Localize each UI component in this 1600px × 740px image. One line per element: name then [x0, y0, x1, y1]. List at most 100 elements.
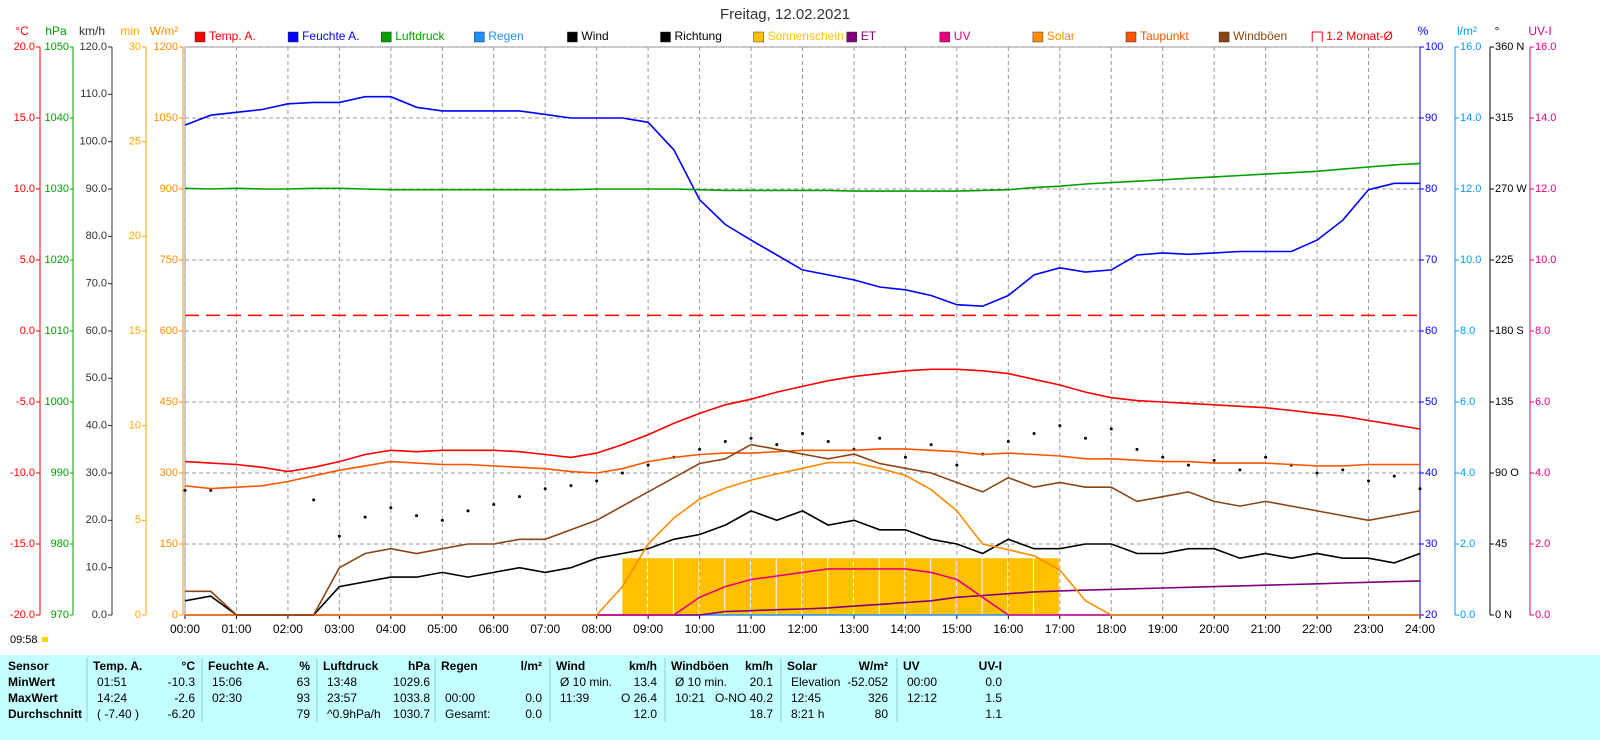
stats-cell: 18.7	[750, 707, 774, 721]
y-tick-label: 135	[1495, 396, 1513, 408]
sunshine-bar	[931, 558, 956, 615]
series-line	[185, 443, 1421, 616]
stats-cell: -10.3	[168, 675, 196, 689]
stats-cell: Ø 10 min.	[675, 675, 727, 689]
y-tick-label: 90 O	[1495, 467, 1519, 479]
y-tick-label: 40	[1425, 467, 1437, 479]
y-tick-label: -15.0	[10, 538, 35, 550]
series-line	[184, 95, 1420, 308]
y-tick-label: 150	[160, 538, 178, 550]
legend-label: Solar	[1047, 29, 1075, 43]
direction-dot	[209, 488, 213, 492]
stats-cell: Gesamt:	[445, 707, 490, 721]
legend-label: Richtung	[675, 29, 722, 43]
legend-icon	[846, 31, 857, 43]
stats-cell: 79	[297, 707, 311, 721]
stats-unit: km/h	[745, 659, 773, 673]
stats-unit: km/h	[629, 659, 657, 673]
direction-dot	[337, 534, 341, 538]
y-tick-label: 30	[129, 41, 141, 53]
stats-header: Luftdruck	[323, 659, 379, 673]
sunshine-bar	[751, 558, 776, 615]
stats-cell: 12:45	[791, 691, 821, 705]
direction-dot	[749, 436, 753, 440]
direction-dot	[878, 436, 882, 440]
legend-label: ET	[861, 29, 877, 43]
series-line	[184, 510, 1421, 616]
x-tick-label: 06:00	[479, 622, 509, 636]
stats-cell: 20.1	[750, 675, 774, 689]
y-tick-label: 980	[51, 538, 69, 550]
axis-title: UV-I	[1528, 24, 1551, 38]
sunshine-bar	[1008, 558, 1034, 615]
y-tick-label: 10.0	[86, 562, 107, 574]
y-tick-label: 1050	[154, 112, 178, 124]
stats-header: Sensor	[8, 659, 49, 673]
direction-dot	[1341, 468, 1345, 472]
chart-title: Freitag, 12.02.2021	[720, 6, 850, 23]
stats-cell: 1.5	[985, 691, 1002, 705]
sunshine-bar	[699, 558, 725, 615]
y-tick-label: 20.0	[86, 514, 107, 526]
y-tick-label: 20	[1425, 609, 1437, 621]
y-tick-label: 40.0	[86, 420, 107, 432]
sunshine-bar	[956, 558, 982, 615]
y-tick-label: 225	[1495, 254, 1513, 266]
stats-cell: -52.052	[847, 675, 888, 689]
y-tick-label: 900	[160, 183, 178, 195]
stats-cell: 1029.6	[393, 675, 430, 689]
sunshine-bar	[828, 558, 853, 615]
stats-cell: 14:24	[97, 691, 127, 705]
y-tick-label: 0	[135, 609, 141, 621]
direction-dot	[1238, 468, 1242, 472]
sunshine-bar	[879, 558, 905, 615]
stats-cell: O-NO 40.2	[715, 691, 773, 705]
y-tick-label: 1010	[45, 325, 69, 337]
y-tick-label: 750	[160, 254, 178, 266]
stats-cell: 02:30	[212, 691, 242, 705]
x-tick-label: 19:00	[1148, 622, 1178, 636]
stats-header: Solar	[787, 659, 817, 673]
y-tick-label: 15.0	[14, 112, 35, 124]
direction-dot	[903, 455, 907, 459]
legend-icon	[753, 31, 764, 43]
stats-cell: O 26.4	[621, 691, 657, 705]
axis-title: °	[1495, 24, 1500, 38]
x-tick-label: 21:00	[1251, 622, 1281, 636]
y-tick-label: 90	[1425, 112, 1437, 124]
y-tick-label: 15	[129, 325, 141, 337]
y-tick-label: 970	[51, 609, 69, 621]
x-tick-label: 18:00	[1096, 622, 1126, 636]
x-tick-label: 03:00	[324, 622, 354, 636]
legend-label: UV	[954, 29, 971, 43]
direction-dot	[1058, 424, 1062, 428]
y-tick-label: 1000	[45, 396, 69, 408]
direction-dot	[1186, 463, 1190, 467]
direction-dot	[517, 495, 521, 499]
stats-unit: °C	[182, 659, 196, 673]
direction-dot	[723, 439, 727, 443]
legend-label: Sonnenschein	[768, 29, 844, 43]
sunshine-bar	[802, 558, 828, 615]
y-tick-label: 300	[160, 467, 178, 479]
legend-icon	[194, 31, 206, 43]
x-tick-label: 20:00	[1199, 622, 1229, 636]
direction-dot	[440, 518, 444, 522]
direction-dot	[415, 514, 419, 518]
stats-cell: 15:06	[212, 675, 242, 689]
y-tick-label: 10.0	[1460, 254, 1481, 266]
stats-unit: W/m²	[859, 659, 888, 673]
y-tick-label: -10.0	[10, 467, 35, 479]
direction-dot	[1315, 471, 1319, 475]
y-tick-label: 20.0	[14, 41, 35, 53]
y-tick-label: 30	[1425, 538, 1437, 550]
axis-title: °C	[15, 24, 29, 38]
legend-icon	[660, 31, 671, 43]
y-tick-label: 5.0	[20, 254, 35, 266]
direction-dot	[620, 471, 624, 475]
axis-title: hPa	[45, 24, 67, 38]
stats-cell: 13.4	[634, 675, 658, 689]
y-tick-label: 270 W	[1495, 183, 1527, 195]
y-tick-label: 70	[1425, 254, 1437, 266]
stats-cell: Elevation	[791, 675, 840, 689]
